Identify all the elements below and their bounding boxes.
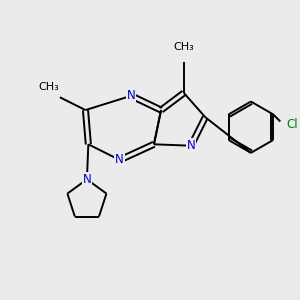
Text: N: N (187, 139, 195, 152)
Text: N: N (82, 173, 91, 186)
Text: N: N (115, 154, 124, 166)
Text: CH₃: CH₃ (38, 82, 59, 92)
Text: Cl: Cl (286, 118, 298, 131)
Text: CH₃: CH₃ (173, 42, 194, 52)
Text: N: N (127, 89, 136, 102)
